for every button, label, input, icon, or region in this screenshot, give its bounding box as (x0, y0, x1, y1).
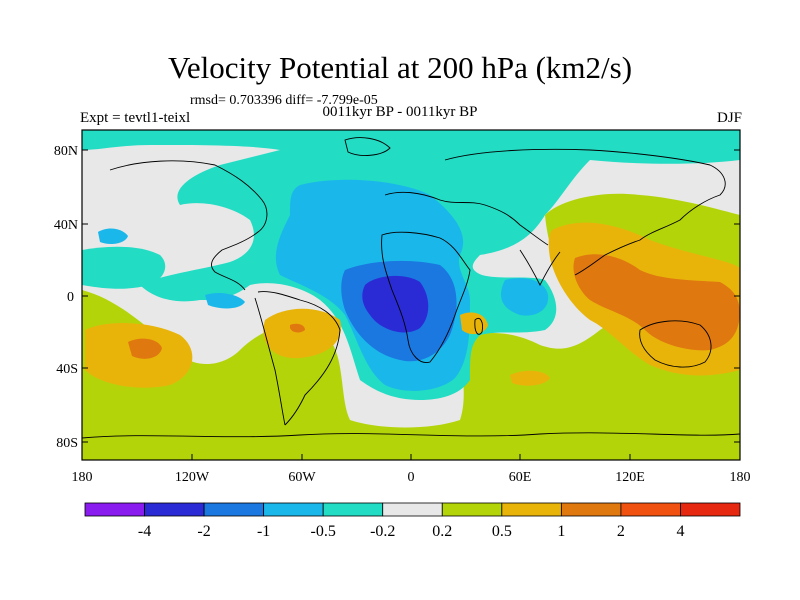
colorbar-swatch-7 (501, 502, 562, 517)
lon-label-60w: 60W (288, 470, 316, 485)
colorbar-swatch-10 (680, 502, 741, 517)
coast-madagascar (474, 317, 483, 335)
colorbar-label-7: 1 (557, 523, 565, 540)
coast-antarctica (82, 432, 740, 439)
coast-australia (639, 320, 712, 368)
colorbar: -4 -2 -1 -0.5 -0.2 0.2 0.5 1 2 4 (84, 502, 741, 540)
lon-label-0: 0 (408, 470, 415, 485)
colorbar-swatch-5 (382, 502, 443, 517)
field-africa-neg05 (500, 278, 549, 316)
lon-label-120e: 120E (615, 470, 645, 485)
colorbar-label-4: -0.2 (370, 523, 395, 540)
field-africa-pos05 (460, 312, 488, 335)
field-africa-neg2 (362, 275, 429, 333)
coast-asia (444, 148, 726, 276)
lat-label-80n: 80N (54, 144, 78, 159)
coast-africa (381, 231, 471, 363)
colorbar-swatch-6 (441, 502, 503, 517)
period-label: 0011kyr BP - 0011kyr BP (322, 104, 478, 120)
map-title: Velocity Potential at 200 hPa (km2/s) (167, 50, 633, 85)
colorbar-label-0: -4 (138, 523, 151, 540)
field-indopacific-pos1 (573, 254, 740, 351)
colorbar-label-5: 0.2 (432, 523, 452, 540)
colorbar-swatch-3 (263, 502, 324, 517)
stats-line: rmsd= 0.703396 diff= -7.799e-05 (190, 93, 378, 108)
colorbar-swatch-0 (84, 502, 145, 517)
coast-europe (384, 191, 549, 246)
coast-south-america (257, 291, 341, 426)
lat-label-40n: 40N (54, 218, 78, 233)
field-southpacific-pos1 (128, 338, 162, 359)
coast-india (519, 249, 561, 287)
colorbar-label-8: 2 (617, 523, 625, 540)
colorbar-label-9: 4 (676, 523, 684, 540)
field-pacific-neg05 (98, 228, 128, 244)
field-indianocean-pos05 (510, 370, 550, 386)
lat-label-0: 0 (67, 290, 74, 305)
experiment-label: Expt = tevtl1-teixl (80, 110, 191, 126)
field-sa-pos1 (290, 323, 305, 333)
colorbar-label-2: -1 (257, 523, 270, 540)
lat-label-80s: 80S (56, 436, 78, 451)
coast-greenland (344, 137, 391, 156)
colorbar-label-3: -0.5 (311, 523, 336, 540)
colorbar-swatch-8 (560, 502, 622, 517)
colorbar-swatch-1 (144, 502, 205, 517)
lon-label-60e: 60E (509, 470, 532, 485)
field-sa-neg05 (205, 292, 245, 309)
field-sa-pos05 (263, 308, 341, 359)
lat-label-40s: 40S (56, 362, 78, 377)
season-label: DJF (716, 110, 742, 126)
colorbar-label-1: -2 (197, 523, 210, 540)
colorbar-swatch-4 (322, 502, 384, 517)
colorbar-swatch-9 (620, 502, 681, 517)
field-pacific-neg02 (82, 246, 166, 289)
lon-label-180w: 180 (72, 470, 93, 485)
coast-south-america-west (254, 297, 286, 426)
coast-north-america (109, 160, 268, 291)
colorbar-label-6: 0.5 (492, 523, 512, 540)
axis-ticks (81, 149, 741, 460)
coastlines (82, 137, 740, 439)
velocity-potential-field (82, 130, 740, 460)
lon-label-180e: 180 (730, 470, 751, 485)
lon-label-120w: 120W (175, 470, 210, 485)
colorbar-swatch-2 (203, 502, 265, 517)
